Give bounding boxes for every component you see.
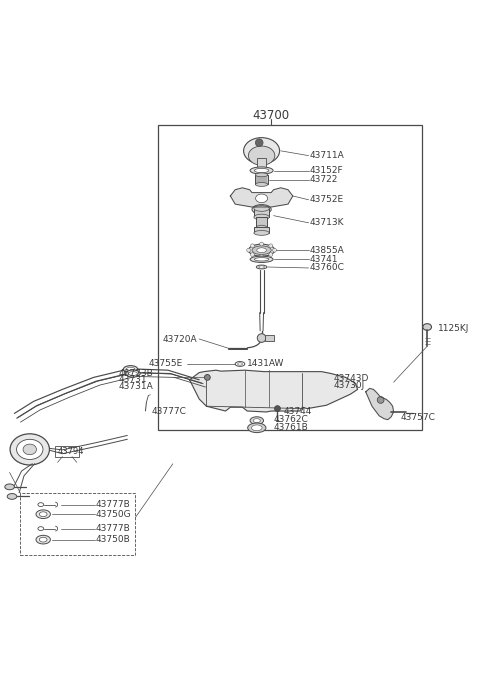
- Ellipse shape: [129, 372, 137, 376]
- Ellipse shape: [36, 536, 50, 544]
- Text: 43152F: 43152F: [310, 166, 343, 175]
- Bar: [20, 493, 135, 555]
- Ellipse shape: [257, 247, 266, 253]
- Text: 43750B: 43750B: [96, 535, 131, 544]
- Ellipse shape: [123, 365, 138, 373]
- Ellipse shape: [255, 173, 268, 177]
- Text: 43741: 43741: [310, 255, 338, 264]
- Circle shape: [260, 254, 264, 258]
- Text: 1125KJ: 1125KJ: [438, 324, 469, 333]
- Ellipse shape: [254, 214, 269, 220]
- Ellipse shape: [253, 419, 261, 422]
- Ellipse shape: [254, 205, 269, 212]
- Text: 1431AW: 1431AW: [247, 359, 285, 368]
- Text: 43794: 43794: [58, 447, 84, 456]
- Text: 43722: 43722: [310, 175, 338, 184]
- Circle shape: [251, 253, 254, 256]
- Ellipse shape: [16, 439, 43, 460]
- Bar: [255, 175, 268, 184]
- Ellipse shape: [248, 423, 266, 433]
- Circle shape: [204, 374, 210, 380]
- Ellipse shape: [256, 225, 267, 230]
- Ellipse shape: [23, 444, 36, 455]
- Ellipse shape: [7, 494, 17, 499]
- Ellipse shape: [38, 527, 44, 530]
- Ellipse shape: [126, 370, 140, 377]
- Ellipse shape: [256, 265, 267, 269]
- Text: 43744: 43744: [283, 407, 312, 416]
- Bar: [158, 125, 422, 431]
- Circle shape: [260, 242, 264, 246]
- Ellipse shape: [259, 266, 264, 268]
- Ellipse shape: [254, 231, 269, 235]
- Text: 43777B: 43777B: [96, 524, 131, 533]
- Bar: [257, 158, 266, 167]
- Ellipse shape: [254, 208, 269, 216]
- Text: 43730J: 43730J: [334, 381, 365, 390]
- Ellipse shape: [254, 168, 269, 173]
- Ellipse shape: [126, 367, 135, 371]
- Circle shape: [257, 334, 266, 342]
- Text: 43700: 43700: [252, 109, 290, 122]
- Text: 43752E: 43752E: [310, 195, 344, 204]
- Polygon shape: [366, 388, 394, 420]
- Ellipse shape: [249, 146, 275, 165]
- Bar: [265, 335, 274, 342]
- Ellipse shape: [423, 323, 432, 330]
- Ellipse shape: [36, 510, 50, 519]
- Circle shape: [247, 248, 251, 252]
- Bar: [55, 446, 79, 456]
- Text: 43762C: 43762C: [274, 415, 308, 424]
- Circle shape: [255, 139, 263, 146]
- Text: 43750G: 43750G: [96, 510, 132, 519]
- Polygon shape: [190, 370, 358, 412]
- Text: 43731: 43731: [119, 376, 148, 384]
- Text: 43777B: 43777B: [96, 500, 131, 509]
- Circle shape: [269, 244, 273, 247]
- Ellipse shape: [254, 258, 269, 261]
- Text: 43713K: 43713K: [310, 218, 344, 227]
- Ellipse shape: [235, 361, 245, 366]
- Ellipse shape: [256, 194, 268, 203]
- Text: 43755E: 43755E: [149, 359, 183, 368]
- Bar: [256, 217, 267, 228]
- Ellipse shape: [238, 363, 242, 365]
- Ellipse shape: [39, 537, 47, 542]
- Ellipse shape: [250, 417, 264, 424]
- Ellipse shape: [252, 246, 271, 254]
- Text: 43711A: 43711A: [310, 151, 344, 160]
- Text: 43743D: 43743D: [334, 374, 369, 383]
- Text: 46773B: 46773B: [119, 369, 154, 378]
- Ellipse shape: [255, 182, 268, 186]
- Text: 43855A: 43855A: [310, 245, 344, 255]
- Bar: [254, 227, 269, 233]
- Ellipse shape: [39, 512, 47, 517]
- Ellipse shape: [250, 167, 273, 174]
- Circle shape: [275, 405, 280, 412]
- Ellipse shape: [244, 138, 279, 164]
- Text: 43757C: 43757C: [401, 413, 436, 422]
- Ellipse shape: [252, 205, 271, 214]
- Ellipse shape: [5, 484, 14, 490]
- Bar: [254, 208, 269, 217]
- Circle shape: [273, 248, 276, 252]
- Ellipse shape: [38, 502, 44, 506]
- Ellipse shape: [252, 425, 262, 431]
- Text: 43761B: 43761B: [274, 423, 308, 433]
- Circle shape: [269, 253, 273, 256]
- Text: 43760C: 43760C: [310, 264, 345, 273]
- Ellipse shape: [249, 244, 275, 256]
- Text: 43720A: 43720A: [162, 334, 197, 344]
- Polygon shape: [230, 188, 293, 207]
- Ellipse shape: [10, 434, 49, 465]
- Ellipse shape: [250, 256, 273, 262]
- Circle shape: [377, 397, 384, 403]
- Text: 43777C: 43777C: [151, 407, 186, 416]
- Text: 43731A: 43731A: [119, 382, 154, 391]
- Circle shape: [251, 244, 254, 247]
